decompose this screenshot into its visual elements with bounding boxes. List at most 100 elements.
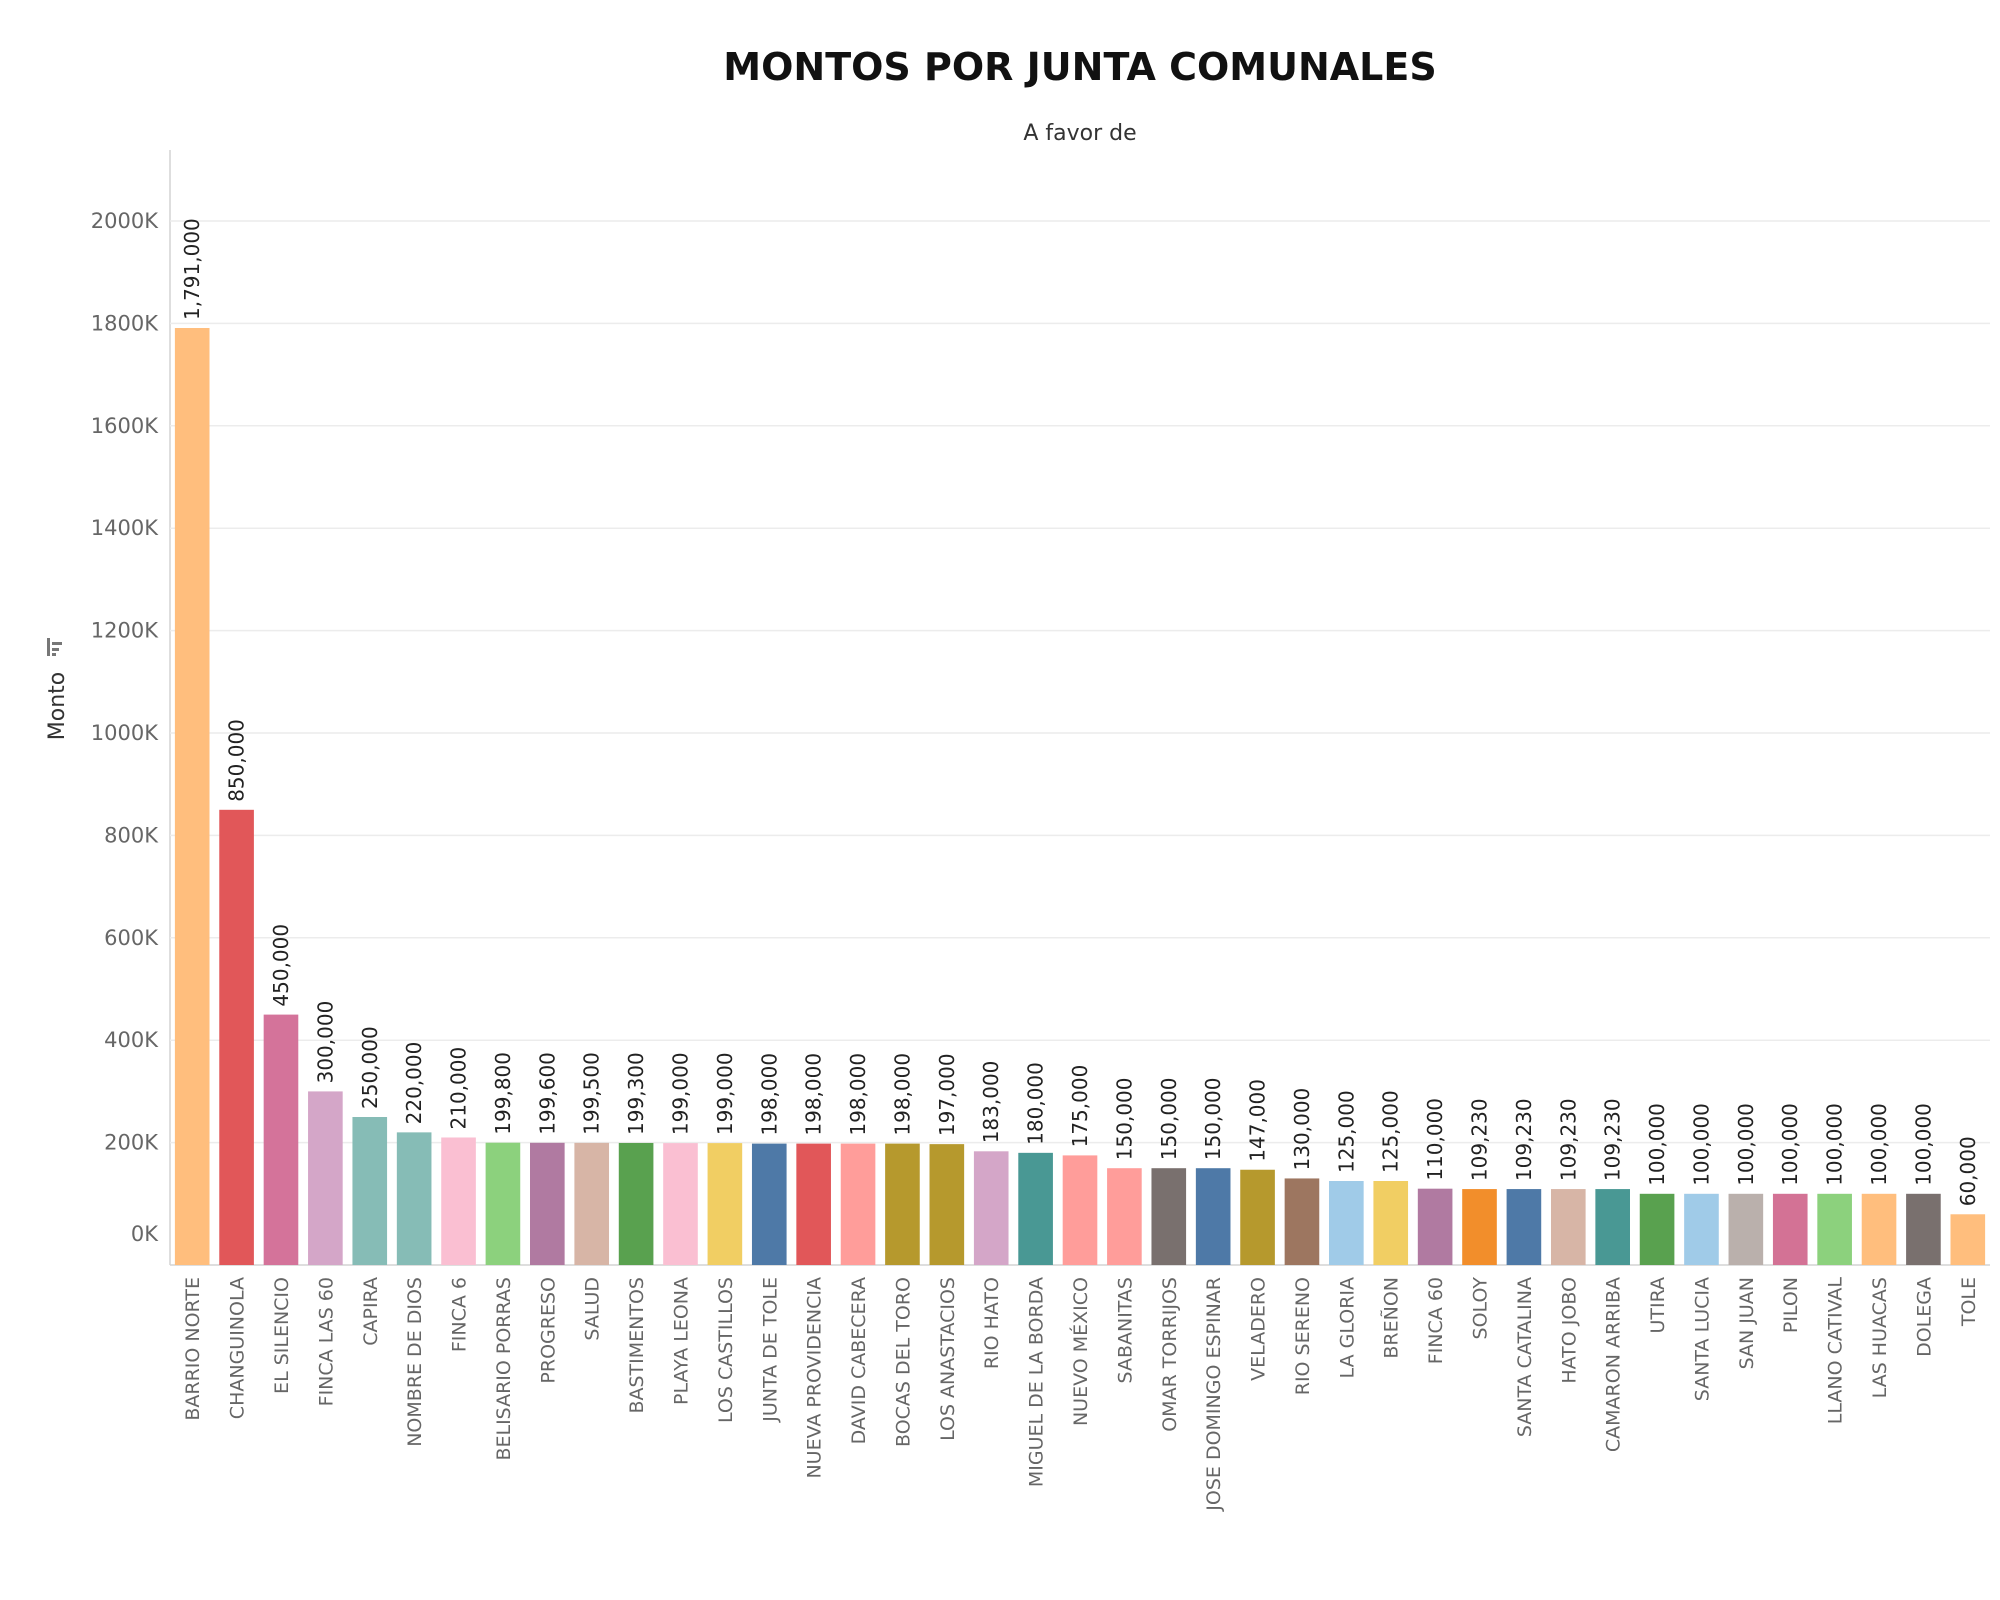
bar[interactable] <box>751 1143 787 1265</box>
bar-value-label: 100,000 <box>1734 1103 1758 1186</box>
bar[interactable] <box>1639 1193 1675 1265</box>
bar[interactable] <box>929 1144 965 1265</box>
bar[interactable] <box>396 1132 432 1265</box>
x-tick-label: SOLOY <box>1470 1277 1492 1340</box>
bar[interactable] <box>308 1091 343 1265</box>
bar-value-label: 150,000 <box>1157 1077 1181 1160</box>
bar-value-label: 450,000 <box>269 924 293 1007</box>
bar[interactable] <box>1550 1189 1586 1265</box>
bar-value-label: 1,791,000 <box>180 218 204 320</box>
bar-value-label: 183,000 <box>979 1061 1003 1144</box>
x-tick-label: CAMARON ARRIBA <box>1603 1277 1625 1452</box>
x-tick-label: HATO JOBO <box>1558 1277 1580 1384</box>
bar-value-label: 125,000 <box>1379 1090 1403 1173</box>
bar[interactable] <box>840 1143 876 1265</box>
bar[interactable] <box>1906 1193 1941 1265</box>
x-tick-label: OMAR TORRIJOS <box>1159 1277 1181 1432</box>
x-tick-label: TOLE <box>1958 1277 1980 1327</box>
bar[interactable] <box>1728 1193 1764 1265</box>
bar[interactable] <box>1506 1189 1542 1265</box>
x-tick-label: NOMBRE DE DIOS <box>404 1277 426 1447</box>
bar[interactable] <box>973 1151 1009 1265</box>
bar[interactable] <box>618 1142 654 1265</box>
bar[interactable] <box>1684 1193 1719 1265</box>
bar[interactable] <box>1329 1181 1364 1265</box>
bar[interactable] <box>1151 1168 1187 1265</box>
bar-value-label: 100,000 <box>1689 1103 1713 1186</box>
bar[interactable] <box>1417 1188 1453 1265</box>
x-tick-label: BASTIMENTOS <box>626 1277 648 1414</box>
x-tick-label: PILON <box>1780 1277 1802 1333</box>
bar[interactable] <box>263 1014 299 1265</box>
bar[interactable] <box>1018 1152 1053 1265</box>
bar-value-label: 150,000 <box>1112 1077 1136 1160</box>
bar[interactable] <box>1240 1169 1275 1265</box>
x-tick-label: VELADERO <box>1248 1277 1270 1381</box>
y-tick-label: 2000K <box>91 209 159 233</box>
bar-value-label: 220,000 <box>402 1042 426 1125</box>
x-tick-label: LLANO CATIVAL <box>1825 1277 1847 1425</box>
bar[interactable] <box>352 1117 388 1265</box>
y-axis-label: Monto <box>45 672 70 740</box>
bar[interactable] <box>1195 1168 1231 1265</box>
chart-subtitle: A favor de <box>1023 121 1136 146</box>
x-tick-label: NUEVA PROVIDENCIA <box>804 1277 826 1479</box>
x-tick-label: FINCA LAS 60 <box>315 1277 337 1406</box>
bar[interactable] <box>1107 1168 1142 1265</box>
y-tick-label: 600K <box>104 926 159 950</box>
bar-value-label: 199,500 <box>580 1052 604 1135</box>
bar[interactable] <box>1861 1193 1897 1265</box>
x-tick-label: BELISARIO PORRAS <box>493 1277 515 1461</box>
x-tick-label: CAPIRA <box>360 1277 382 1346</box>
x-tick-label: RIO SERENO <box>1292 1277 1314 1395</box>
y-tick-label: 1400K <box>91 516 159 540</box>
x-tick-label: UTIRA <box>1647 1277 1669 1334</box>
y-tick-label: 1600K <box>91 414 159 438</box>
x-tick-label: PROGRESO <box>537 1277 559 1384</box>
x-tick-label: SALUD <box>582 1277 604 1341</box>
bar-value-label: 147,000 <box>1246 1079 1270 1162</box>
bar[interactable] <box>1950 1214 1986 1265</box>
y-tick-label: 1200K <box>91 619 159 643</box>
bar[interactable] <box>1373 1181 1409 1265</box>
x-tick-label: JOSE DOMINGO ESPINAR <box>1203 1277 1225 1512</box>
bar[interactable] <box>574 1142 610 1265</box>
bar-value-label: 197,000 <box>935 1053 959 1136</box>
bar[interactable] <box>1772 1193 1808 1265</box>
x-tick-label: BARRIO NORTE <box>182 1277 204 1421</box>
y-tick-label: 1000K <box>91 721 159 745</box>
bar-value-label: 300,000 <box>313 1001 337 1084</box>
y-axis-sort-icon[interactable] <box>47 638 62 656</box>
bar-value-label: 100,000 <box>1867 1103 1891 1186</box>
bar[interactable] <box>1284 1178 1320 1265</box>
x-tick-label: NUEVO MÉXICO <box>1069 1277 1092 1426</box>
bar[interactable] <box>663 1143 698 1265</box>
bar[interactable] <box>1062 1155 1098 1265</box>
bar[interactable] <box>485 1142 521 1265</box>
bar-value-label: 100,000 <box>1823 1103 1847 1186</box>
bar[interactable] <box>219 809 254 1265</box>
bar-value-label: 198,000 <box>757 1053 781 1136</box>
bar-value-label: 250,000 <box>358 1026 382 1109</box>
bar-value-label: 109,230 <box>1601 1098 1625 1181</box>
bar[interactable] <box>530 1142 565 1265</box>
bar[interactable] <box>1462 1189 1497 1265</box>
bar-value-label: 175,000 <box>1068 1065 1092 1148</box>
bar-value-label: 100,000 <box>1645 1103 1669 1186</box>
x-tick-label: LA GLORIA <box>1336 1277 1358 1378</box>
x-tick-label: SANTA CATALINA <box>1514 1277 1536 1437</box>
bar[interactable] <box>885 1143 920 1265</box>
bar[interactable] <box>1595 1189 1630 1265</box>
bar-value-label: 199,000 <box>668 1052 692 1135</box>
x-tick-label: FINCA 6 <box>449 1277 471 1352</box>
bar[interactable] <box>174 328 210 1265</box>
x-tick-label: RIO HATO <box>981 1277 1003 1369</box>
bar[interactable] <box>707 1143 743 1265</box>
bar-value-label: 199,600 <box>535 1052 559 1135</box>
bar[interactable] <box>796 1143 831 1265</box>
x-tick-label: EL SILENCIO <box>271 1277 293 1394</box>
bar[interactable] <box>1817 1193 1852 1265</box>
bar[interactable] <box>441 1137 476 1265</box>
bar-value-label: 210,000 <box>447 1047 471 1130</box>
